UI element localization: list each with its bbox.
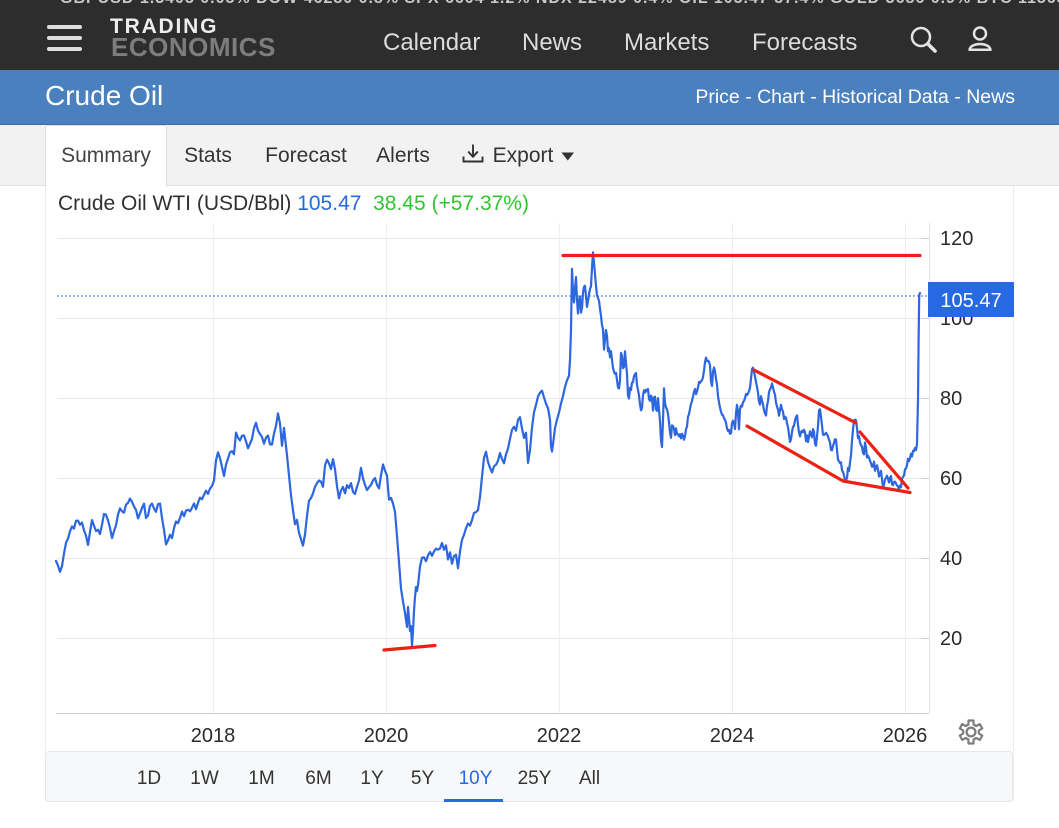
svg-text:20: 20 [940, 628, 962, 650]
svg-text:2018: 2018 [191, 725, 236, 747]
svg-text:2026: 2026 [883, 725, 928, 747]
svg-text:60: 60 [940, 468, 962, 490]
svg-text:2020: 2020 [364, 725, 409, 747]
svg-text:40: 40 [940, 548, 962, 570]
svg-text:2024: 2024 [710, 725, 755, 747]
svg-text:2022: 2022 [537, 725, 582, 747]
svg-text:105.47: 105.47 [940, 290, 1001, 312]
svg-text:80: 80 [940, 388, 962, 410]
svg-text:120: 120 [940, 228, 973, 250]
